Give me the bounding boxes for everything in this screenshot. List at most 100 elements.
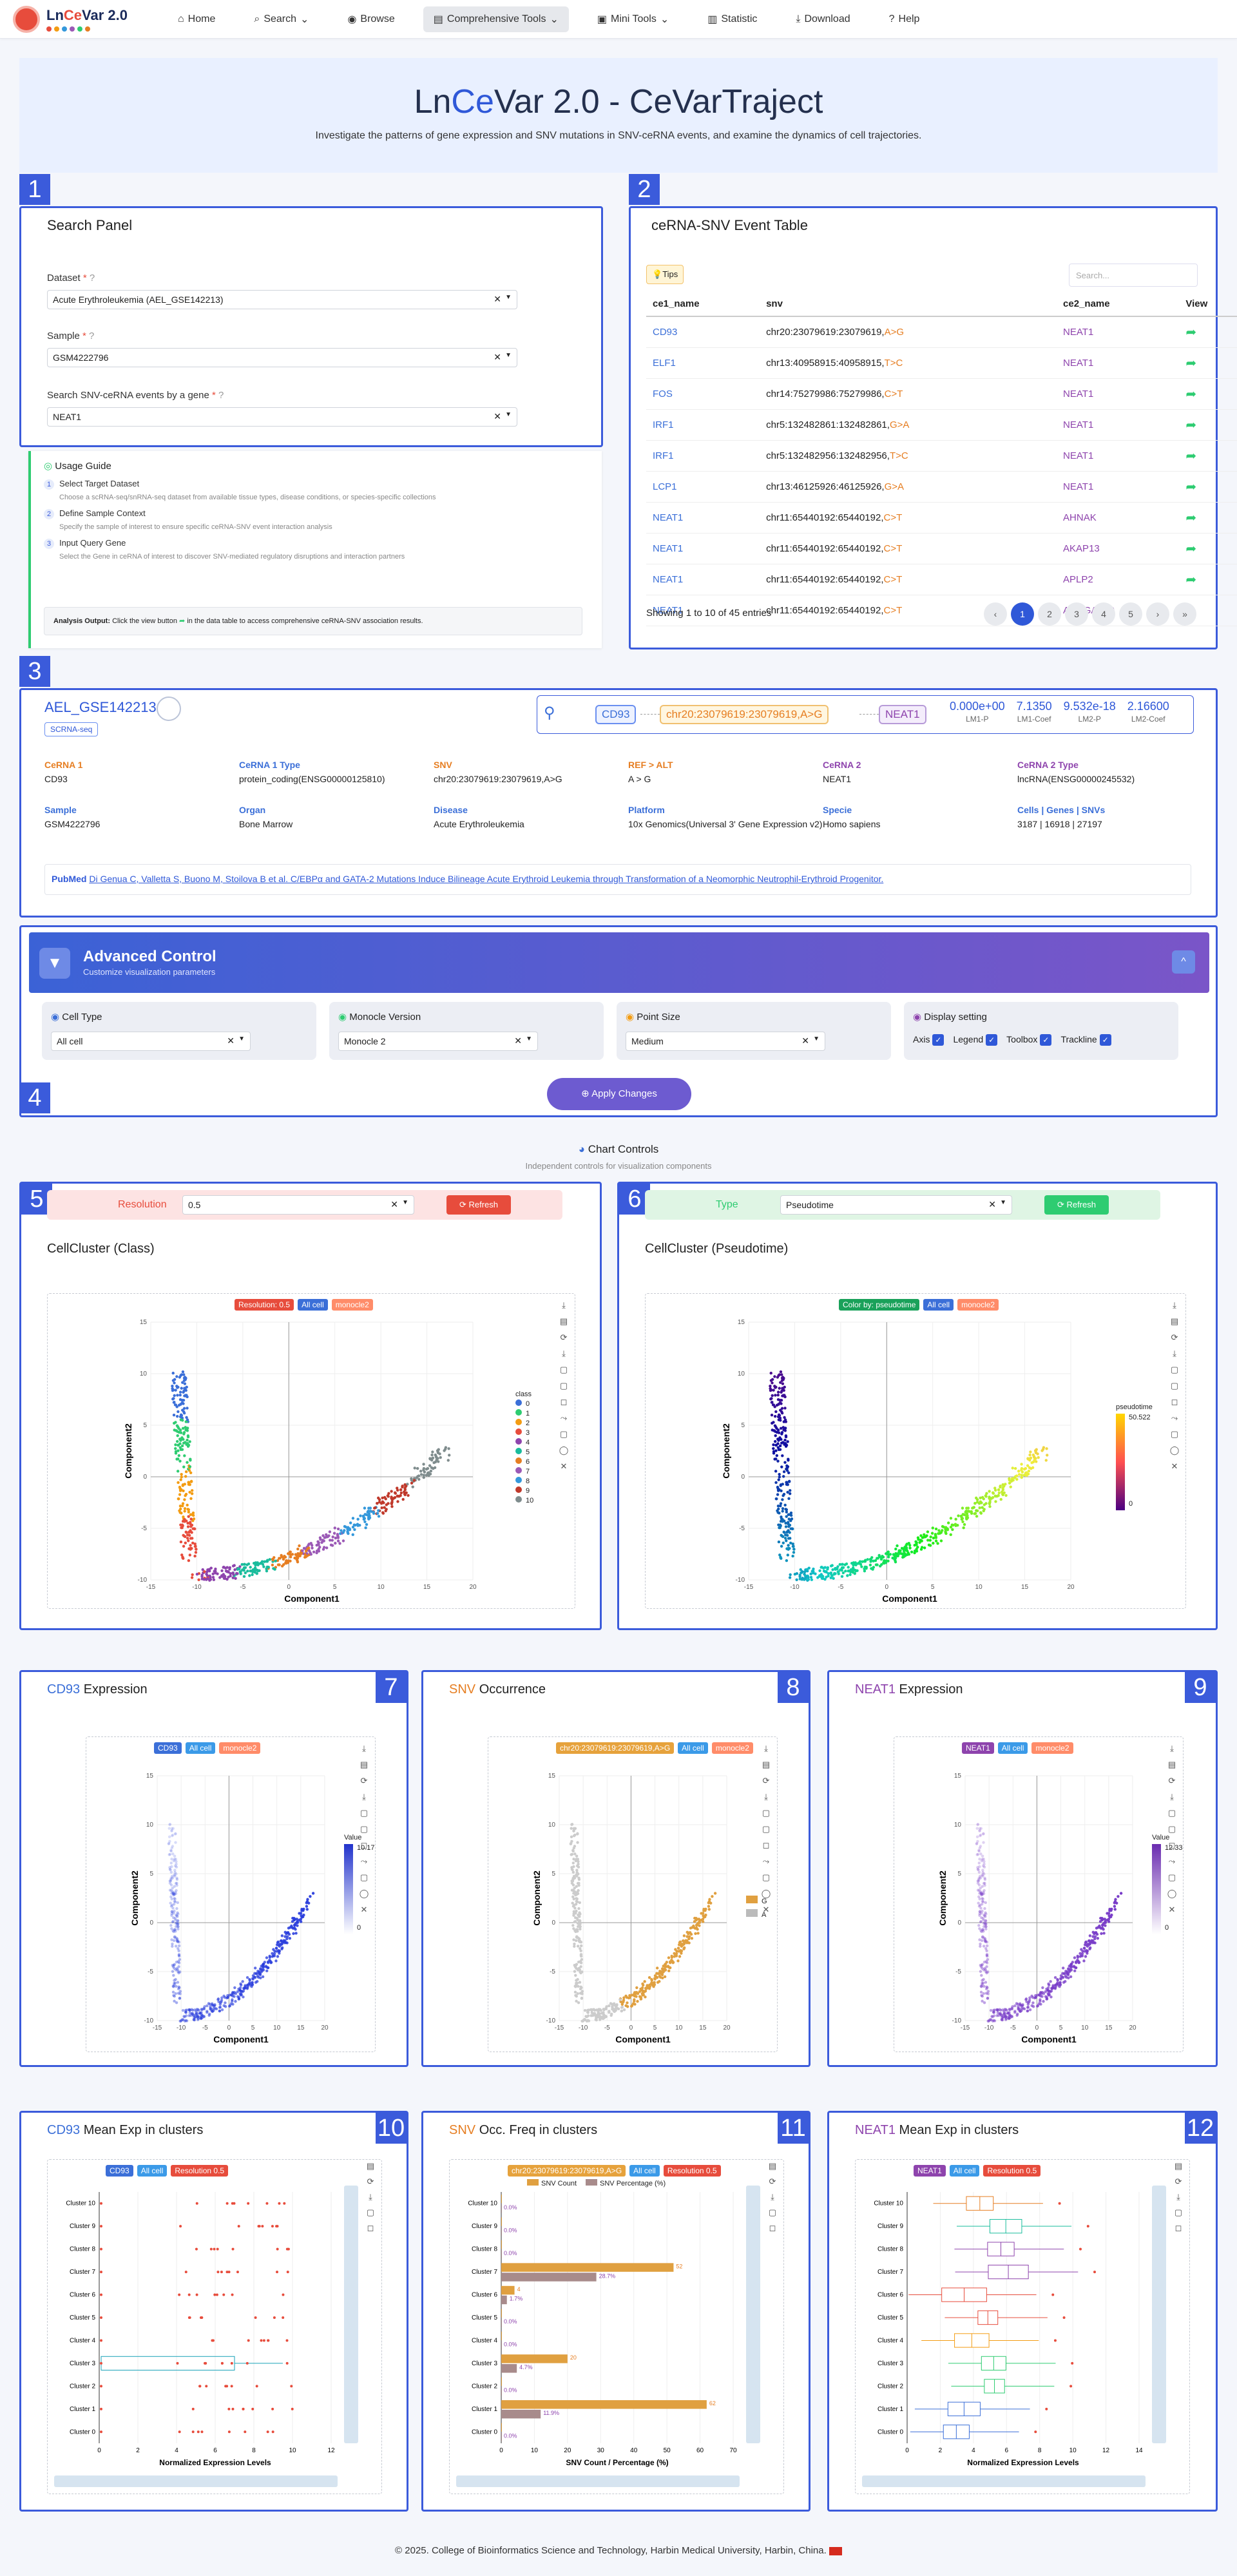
page-button[interactable]: 5 [1119,602,1142,626]
page-button[interactable]: 1 [1011,602,1034,626]
ce2-link[interactable]: NEAT1 [1057,378,1180,410]
nav-mini-tools[interactable]: ▣ Mini Tools ⌄ [597,13,669,25]
ce1-link[interactable]: FOS [646,378,760,410]
toolbox-icon[interactable]: ⤳ [1171,1413,1178,1423]
toggle-toolbox[interactable]: Toolbox ✓ [1006,1034,1052,1046]
toolbox-icon[interactable]: ▢ [1170,1381,1179,1390]
toolbox-icon[interactable]: ⟳ [360,1776,368,1785]
ce1-link[interactable]: NEAT1 [646,533,760,564]
citation-link[interactable]: Di Genua C, Valletta S, Buono M, Stoilov… [89,874,884,884]
column-header-ce1_name[interactable]: ce1_name [646,292,760,317]
legend-item[interactable]: 2 [515,1419,533,1427]
collapse-button[interactable]: ^ [1172,950,1195,974]
view-button[interactable]: ➦ [1179,533,1237,564]
legend-item[interactable]: A [746,1909,767,1919]
refresh-button[interactable]: ⟳ Refresh [446,1195,511,1215]
page-button[interactable]: 2 [1038,602,1061,626]
refresh-button[interactable]: ⟳ Refresh [1044,1195,1109,1215]
toolbox-icon[interactable]: ▢ [1167,1824,1176,1834]
ce1-link[interactable]: LCP1 [646,471,760,503]
toolbox-icon[interactable]: ⤳ [762,1856,770,1866]
cell-type-select[interactable]: All cell ✕ ▼ [51,1032,251,1051]
toolbox-icon[interactable]: ▢ [1170,1429,1179,1439]
monocle-select[interactable]: Monocle 2 ✕ ▼ [338,1032,538,1051]
toolbox-icon[interactable]: ▢ [360,1872,369,1882]
logo[interactable]: LnCeVar 2.0 [13,5,168,33]
legend-item[interactable]: 8 [515,1477,533,1485]
toolbox-icon[interactable]: ◻ [367,2223,374,2233]
nav-home[interactable]: ⌂ Home [178,13,216,24]
sample-select[interactable]: GSM4222796 ✕ ▼ [47,348,517,367]
toolbox-icon[interactable]: ▢ [1167,1872,1176,1882]
toolbox-icon[interactable]: ▢ [559,1381,568,1390]
toolbox-icon[interactable]: ▤ [768,2161,777,2171]
toolbox-icon[interactable]: ◻ [1175,2223,1182,2233]
tips-button[interactable]: 💡Tips [646,265,684,284]
toolbox-icon[interactable]: ▢ [559,1429,568,1439]
toolbox-icon[interactable]: ▢ [559,1365,568,1374]
toolbox-icon[interactable]: ◻ [360,1840,368,1850]
view-button[interactable]: ➦ [1179,347,1237,379]
toolbox-icon[interactable]: ◯ [359,1889,369,1898]
toolbox-icon[interactable]: ✕ [1168,1905,1176,1914]
toolbox-icon[interactable]: ◻ [769,2223,776,2233]
toolbox-icon[interactable]: ⟳ [1171,1332,1178,1342]
toolbox-icon[interactable]: ⟳ [560,1332,568,1342]
toolbox-icon[interactable]: ◻ [1168,1840,1176,1850]
toolbox-icon[interactable]: ▤ [1170,1316,1179,1326]
column-header-ce2_name[interactable]: ce2_name [1057,292,1180,317]
toolbox-icon[interactable]: ▢ [1170,1365,1179,1374]
toolbox-icon[interactable]: ⤳ [360,1856,368,1866]
toolbox-icon[interactable]: ▢ [360,1824,369,1834]
point-size-select[interactable]: Medium ✕ ▼ [626,1032,825,1051]
view-button[interactable]: ➦ [1179,409,1237,441]
table-search-input[interactable]: Search... [1069,264,1198,287]
nav-statistic[interactable]: ▥ Statistic [707,13,758,25]
gene-select[interactable]: NEAT1 ✕ ▼ [47,407,517,427]
ce2-link[interactable]: NEAT1 [1057,471,1180,503]
toolbox-icon[interactable]: ⤓ [1170,1792,1174,1802]
toolbox-icon[interactable]: ▤ [360,1760,369,1769]
ce2-link[interactable]: NEAT1 [1057,409,1180,441]
zoom-slider-horizontal[interactable] [54,2475,338,2487]
toolbox-icon[interactable]: ⤓ [771,2192,774,2202]
toolbox-icon[interactable]: ⟳ [1168,1776,1176,1785]
toggle-trackline[interactable]: Trackline ✓ [1060,1034,1111,1046]
nav-search[interactable]: ⌕ Search ⌄ [254,13,309,25]
legend-item[interactable]: SNV Count [527,2179,577,2187]
toolbox-icon[interactable]: ⟳ [762,1776,770,1785]
legend-item[interactable]: 7 [515,1467,533,1475]
toolbox-icon[interactable]: ⤓ [1170,1744,1174,1753]
toolbox-icon[interactable]: ▢ [762,1808,771,1818]
dataset-select[interactable]: Acute Erythroleukemia (AEL_GSE142213) ✕ ▼ [47,290,517,309]
legend-item[interactable]: 1 [515,1409,533,1418]
ce1-link[interactable]: IRF1 [646,409,760,441]
toolbox-icon[interactable]: ✕ [360,1905,368,1914]
toolbox-icon[interactable]: ▤ [1167,1760,1176,1769]
legend-item[interactable]: 0 [515,1399,533,1408]
toolbox-icon[interactable]: ◻ [1171,1397,1178,1407]
nav-download[interactable]: ⤓ Download [796,13,850,24]
legend-item[interactable]: G [746,1896,767,1905]
legend-item[interactable]: 4 [515,1438,533,1447]
page-button[interactable]: » [1173,602,1196,626]
view-button[interactable]: ➦ [1179,378,1237,410]
toolbox-icon[interactable]: ⤓ [764,1792,768,1802]
zoom-slider-vertical[interactable] [1152,2186,1166,2443]
ce1-link[interactable]: NEAT1 [646,564,760,595]
legend-item[interactable]: SNV Percentage (%) [586,2179,666,2187]
ce1-link[interactable]: CD93 [646,316,760,348]
panel-control-select[interactable]: 0.5 ✕ ▼ [182,1195,414,1215]
page-button[interactable]: 4 [1092,602,1115,626]
toolbox-icon[interactable]: ▢ [1167,1808,1176,1818]
toolbox-icon[interactable]: ▤ [1174,2161,1183,2171]
toolbox-icon[interactable]: ⤓ [362,1744,366,1753]
ce2-link[interactable]: AHNAK [1057,502,1180,533]
view-button[interactable]: ➦ [1179,440,1237,472]
zoom-slider-vertical[interactable] [344,2186,358,2443]
column-header-view[interactable]: View [1179,292,1237,317]
ce1-link[interactable]: NEAT1 [646,595,760,626]
toggle-legend[interactable]: Legend ✓ [953,1034,998,1046]
toolbox-icon[interactable]: ◻ [762,1840,770,1850]
toolbox-icon[interactable]: ⤓ [1173,1300,1176,1310]
